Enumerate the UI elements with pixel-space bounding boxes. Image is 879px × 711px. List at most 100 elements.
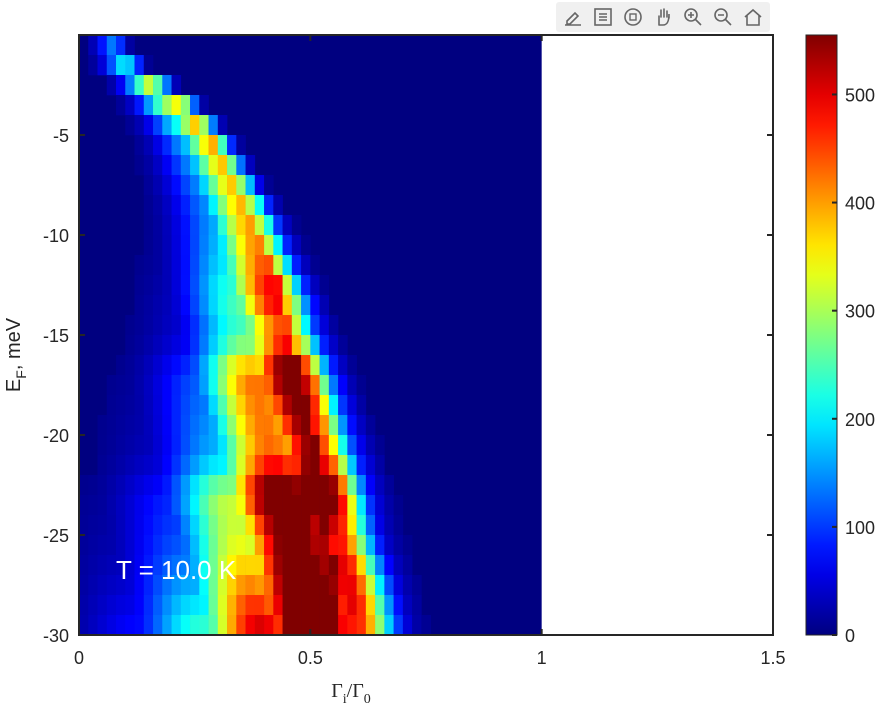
home-icon xyxy=(744,8,762,26)
pan-hand-button[interactable] xyxy=(649,3,677,31)
heatmap-cell xyxy=(273,395,283,416)
heatmap-cell xyxy=(282,255,293,276)
heatmap-cell xyxy=(347,495,357,516)
heatmap-cell xyxy=(347,355,357,376)
edit-plot-button[interactable] xyxy=(559,3,587,31)
rotate-3d-button[interactable] xyxy=(619,3,647,31)
pan-hand-icon xyxy=(658,8,670,26)
heatmap-cell xyxy=(245,335,256,356)
heatmap-cell xyxy=(236,155,246,176)
heatmap-cell xyxy=(134,575,145,596)
heatmap-cell xyxy=(217,515,228,536)
heatmap-cell xyxy=(356,615,367,636)
heatmap-cell xyxy=(153,275,163,296)
heatmap-cell xyxy=(245,375,256,396)
heatmap-cell xyxy=(79,575,89,596)
heatmap-cell xyxy=(338,435,348,456)
heatmap-cell xyxy=(264,355,274,376)
heatmap-cell xyxy=(180,335,191,356)
heatmap-cell xyxy=(106,595,117,616)
heatmap-cell xyxy=(143,535,154,556)
heatmap-cell xyxy=(162,595,172,616)
heatmap-cell xyxy=(143,295,154,316)
heatmap-cell xyxy=(245,235,256,256)
heatmap-cell xyxy=(217,275,228,296)
heatmap-cell xyxy=(162,115,172,136)
heatmap-cell xyxy=(264,495,274,516)
heatmap-cell xyxy=(310,555,320,576)
heatmap-cell xyxy=(356,535,367,556)
heatmap-cell xyxy=(134,375,145,396)
heatmap-cell xyxy=(227,535,237,556)
y-tick-label: -20 xyxy=(43,426,69,446)
heatmap-cell xyxy=(190,415,200,436)
heatmap-cell xyxy=(301,555,311,576)
heatmap-cell xyxy=(375,615,385,636)
heatmap-cell xyxy=(227,615,237,636)
heatmap-cell xyxy=(236,295,246,316)
y-tick-label: -5 xyxy=(53,126,69,146)
heatmap-cell xyxy=(291,415,302,436)
heatmap-cell xyxy=(328,575,339,596)
heatmap-cell xyxy=(180,155,191,176)
heatmap-cell xyxy=(254,335,265,356)
heatmap-cell xyxy=(190,275,200,296)
heatmap-cell xyxy=(199,515,209,536)
heatmap-cell xyxy=(116,575,126,596)
y-axis-label: EF, meV xyxy=(3,317,29,392)
heatmap-cell xyxy=(171,235,182,256)
heatmap-cell xyxy=(282,315,293,336)
heatmap-cell xyxy=(328,555,339,576)
zoom-out-button[interactable] xyxy=(709,3,737,31)
heatmap-cell xyxy=(125,395,135,416)
legend-button[interactable] xyxy=(589,3,617,31)
heatmap-cell xyxy=(217,455,228,476)
heatmap-cell xyxy=(301,295,311,316)
heatmap-cell xyxy=(282,415,293,436)
heatmap-cell xyxy=(143,595,154,616)
heatmap-cell xyxy=(171,355,182,376)
heatmap-cell xyxy=(116,435,126,456)
colorbar-tick-label: 100 xyxy=(845,518,875,538)
heatmap-cell xyxy=(264,455,274,476)
heatmap-cell xyxy=(264,195,274,216)
heatmap-cell xyxy=(171,95,182,116)
heatmap-cell xyxy=(162,275,172,296)
heatmap-cell xyxy=(347,615,357,636)
heatmap-cell xyxy=(199,175,209,196)
heatmap-cell xyxy=(347,395,357,416)
heatmap-cell xyxy=(282,335,293,356)
heatmap-cell xyxy=(134,275,145,296)
heatmap-cell xyxy=(273,195,283,216)
heatmap-cell xyxy=(254,375,265,396)
legend-icon xyxy=(594,8,612,26)
heatmap-cell xyxy=(143,235,154,256)
heatmap-cell xyxy=(282,535,293,556)
zoom-in-button[interactable] xyxy=(679,3,707,31)
heatmap-cell xyxy=(310,255,320,276)
heatmap-cell xyxy=(162,495,172,516)
heatmap-cell xyxy=(328,495,339,516)
home-button[interactable] xyxy=(739,3,767,31)
heatmap-cell xyxy=(143,515,154,536)
heatmap-cell xyxy=(291,495,302,516)
heatmap-cell xyxy=(291,555,302,576)
heatmap-cell xyxy=(227,155,237,176)
heatmap-cell xyxy=(116,355,126,376)
heatmap-cell xyxy=(291,255,302,276)
heatmap-cell xyxy=(208,315,219,336)
heatmap-cell xyxy=(208,575,219,596)
heatmap-cell xyxy=(190,155,200,176)
heatmap-cell xyxy=(384,495,394,516)
heatmap-cell xyxy=(227,215,237,236)
heatmap-cell xyxy=(143,155,154,176)
heatmap-cell xyxy=(88,55,98,76)
heatmap-cell xyxy=(273,435,283,456)
heatmap-cell xyxy=(180,435,191,456)
heatmap-cell xyxy=(88,555,98,576)
heatmap-cell xyxy=(301,275,311,296)
heatmap-cell xyxy=(264,255,274,276)
heatmap-cell xyxy=(301,375,311,396)
heatmap-cell xyxy=(153,455,163,476)
heatmap-cell xyxy=(171,115,182,136)
